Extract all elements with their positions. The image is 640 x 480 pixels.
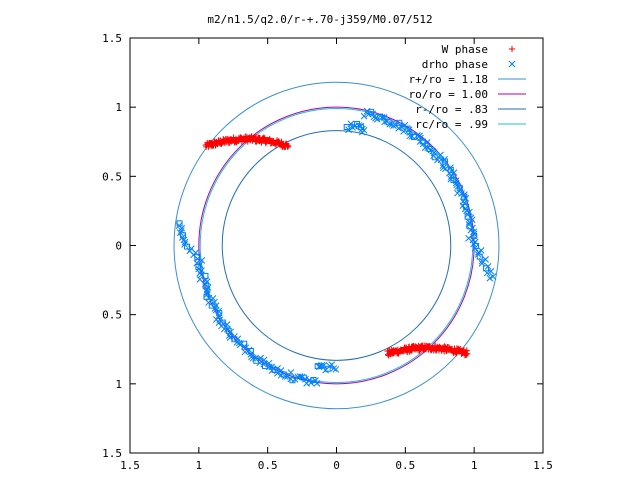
drho-phase-point — [208, 302, 215, 309]
drho-phase-point — [296, 373, 304, 380]
drho-phase-point — [260, 360, 268, 368]
legend-label: ro/ro = 1.00 — [409, 88, 488, 101]
chart-title: m2/n1.5/q2.0/r-+.70-j359/M0.07/512 — [207, 13, 432, 26]
circle-ro-ro-1-00 — [198, 106, 475, 385]
drho-phase-point — [242, 344, 250, 352]
drho-phase-point — [198, 257, 206, 264]
legend-marker-plus — [509, 46, 515, 52]
legend-label: drho phase — [422, 58, 488, 71]
drho-phase-point — [447, 173, 455, 181]
drho-phase-point — [478, 257, 486, 265]
drho-phase-point — [178, 224, 185, 232]
drho-phase-point — [489, 273, 497, 280]
drho-phase-point — [439, 164, 447, 172]
w-phase-point — [464, 350, 471, 357]
x-tick-label: 1.5 — [533, 459, 553, 472]
x-tick-label: 0 — [333, 459, 340, 472]
drho-phase-point — [487, 268, 495, 275]
drho-phase-point — [302, 375, 309, 383]
drho-phase-point — [378, 114, 386, 121]
drho-phase-point — [358, 124, 365, 131]
drho-phase-point — [253, 357, 260, 364]
drho-phase-point — [450, 169, 458, 176]
drho-phase-point — [431, 154, 438, 161]
drho-phase-point — [419, 140, 427, 148]
drho-phase-point — [416, 132, 423, 140]
drho-phase-point — [324, 365, 331, 372]
drho-phase-point — [245, 346, 253, 354]
drho-phase-point — [471, 244, 479, 252]
y-tick-label: 0.5 — [102, 170, 122, 183]
drho-phase-point — [249, 354, 257, 362]
drho-phase-point — [256, 359, 264, 367]
drho-phase-point — [205, 299, 212, 306]
drho-phase-point — [274, 365, 281, 372]
drho-phase-point — [193, 259, 201, 267]
drho-phase-point — [236, 341, 244, 349]
drho-phase-point — [203, 293, 210, 300]
legend-label: W phase — [442, 43, 488, 56]
drho-phase-point — [262, 363, 269, 370]
drho-phase-point — [280, 371, 287, 378]
drho-phase-point — [271, 366, 278, 373]
drho-phase-point — [241, 348, 249, 356]
x-tick-label: 0.5 — [258, 459, 278, 472]
drho-phase-point — [406, 132, 414, 140]
y-tick-label: 1.5 — [102, 447, 122, 460]
drho-phase-point — [313, 379, 321, 387]
drho-phase-point — [196, 275, 204, 283]
drho-phase-point — [316, 362, 324, 370]
y-tick-label: 1 — [115, 378, 122, 391]
drho-phase-point — [398, 123, 405, 131]
y-tick-label: 0.5 — [102, 309, 122, 322]
legend-label: r+/ro = 1.18 — [409, 73, 488, 86]
drho-phase-point — [247, 348, 254, 355]
x-tick-label: 0.5 — [395, 459, 415, 472]
drho-phase-point — [287, 369, 295, 376]
y-tick-label: 1 — [115, 101, 122, 114]
drho-phase-point — [332, 366, 340, 373]
drho-phase-point — [227, 328, 234, 336]
x-tick-label: 1 — [196, 459, 203, 472]
drho-phase-point — [225, 332, 233, 339]
x-tick-label: 1.5 — [120, 459, 140, 472]
drho-phase-point — [454, 183, 462, 190]
drho-phase-point — [386, 120, 394, 128]
drho-phase-point — [465, 234, 472, 242]
circle-r-ro-1-18 — [173, 81, 500, 410]
legend-label: rc/ro = .99 — [415, 118, 488, 131]
drho-phase-point — [211, 298, 218, 306]
drho-phase-point — [345, 126, 352, 134]
drho-phase-point — [400, 128, 407, 135]
drho-phase-point — [424, 144, 432, 152]
drho-phase-point — [233, 339, 241, 346]
drho-phase-point — [463, 203, 470, 210]
drho-phase-point — [390, 122, 397, 129]
drho-phase-point — [318, 361, 326, 369]
drho-phase-point — [486, 274, 494, 282]
y-tick-label: 0 — [115, 240, 122, 253]
drho-phase-point — [289, 377, 296, 384]
drho-phase-point — [320, 362, 328, 369]
legend-marker-cross — [508, 60, 516, 68]
drho-phase-point — [459, 202, 467, 210]
drho-phase-point — [343, 123, 350, 130]
y-tick-label: 1.5 — [102, 32, 122, 45]
circle-r-ro-83 — [221, 130, 452, 361]
drho-phase-point — [483, 269, 491, 277]
drho-phase-point — [265, 363, 273, 371]
drho-phase-point — [347, 120, 355, 128]
drho-phase-point — [281, 373, 289, 380]
x-tick-label: 1 — [471, 459, 478, 472]
legend-label: r-/ro = .83 — [415, 103, 488, 116]
drho-phase-point — [330, 365, 338, 372]
drho-phase-point — [202, 272, 209, 279]
w-phase-point — [285, 142, 292, 149]
drho-phase-point — [360, 112, 368, 120]
drho-phase-point — [358, 128, 366, 136]
